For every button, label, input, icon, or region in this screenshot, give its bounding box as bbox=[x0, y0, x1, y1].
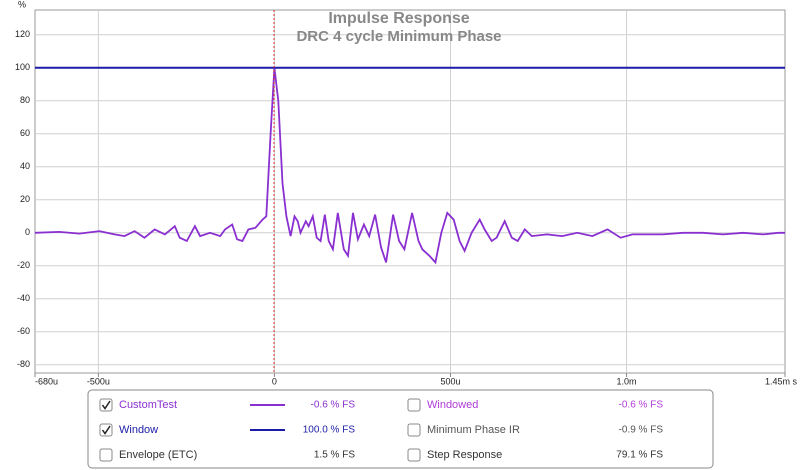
y-tick-label: 0 bbox=[25, 227, 30, 237]
legend-label: Windowed bbox=[427, 399, 478, 411]
checkmark bbox=[101, 425, 111, 435]
checkbox[interactable] bbox=[407, 448, 421, 462]
legend-readout: -0.9 % FS bbox=[619, 425, 664, 436]
legend-readout: 1.5 % FS bbox=[314, 450, 355, 461]
x-tick-label: 500u bbox=[440, 376, 460, 386]
y-tick-label: -20 bbox=[17, 260, 30, 270]
checkbox[interactable] bbox=[99, 423, 113, 437]
checkmark bbox=[101, 400, 111, 410]
x-tick-label: -500u bbox=[87, 376, 110, 386]
y-tick-label: 100 bbox=[15, 62, 30, 72]
y-tick-label: 20 bbox=[20, 194, 30, 204]
legend-label: Window bbox=[119, 424, 158, 436]
plot-area bbox=[34, 9, 786, 374]
legend-label: Minimum Phase IR bbox=[427, 424, 520, 436]
x-tick-label: 1.45m s bbox=[765, 376, 798, 386]
y-unit: % bbox=[18, 0, 26, 9]
y-tick-label: -80 bbox=[17, 359, 30, 369]
legend-readout: 100.0 % FS bbox=[303, 425, 356, 436]
legend-readout: -0.6 % FS bbox=[619, 400, 664, 411]
checkbox[interactable] bbox=[99, 448, 113, 462]
series-line bbox=[34, 67, 785, 265]
y-tick-label: 40 bbox=[20, 161, 30, 171]
y-tick-label: -60 bbox=[17, 326, 30, 336]
y-tick-label: -40 bbox=[17, 293, 30, 303]
legend-label: CustomTest bbox=[119, 399, 177, 411]
x-tick-label: 0 bbox=[272, 376, 277, 386]
legend-label: Envelope (ETC) bbox=[119, 449, 197, 461]
x-tick-label: -680u bbox=[35, 376, 58, 386]
chart-subtitle: DRC 4 cycle Minimum Phase bbox=[296, 28, 501, 45]
x-tick-label: 1.0m bbox=[617, 376, 637, 386]
checkbox[interactable] bbox=[407, 423, 421, 437]
legend-label: Step Response bbox=[427, 449, 502, 461]
y-tick-label: 120 bbox=[15, 29, 30, 39]
y-tick-label: 80 bbox=[20, 95, 30, 105]
checkbox[interactable] bbox=[407, 398, 421, 412]
legend-readout: -0.6 % FS bbox=[311, 400, 356, 411]
chart-title: Impulse Response bbox=[328, 10, 469, 27]
legend-readout: 79.1 % FS bbox=[616, 450, 663, 461]
checkbox[interactable] bbox=[99, 398, 113, 412]
y-tick-label: 60 bbox=[20, 128, 30, 138]
legend-panel bbox=[87, 389, 714, 469]
